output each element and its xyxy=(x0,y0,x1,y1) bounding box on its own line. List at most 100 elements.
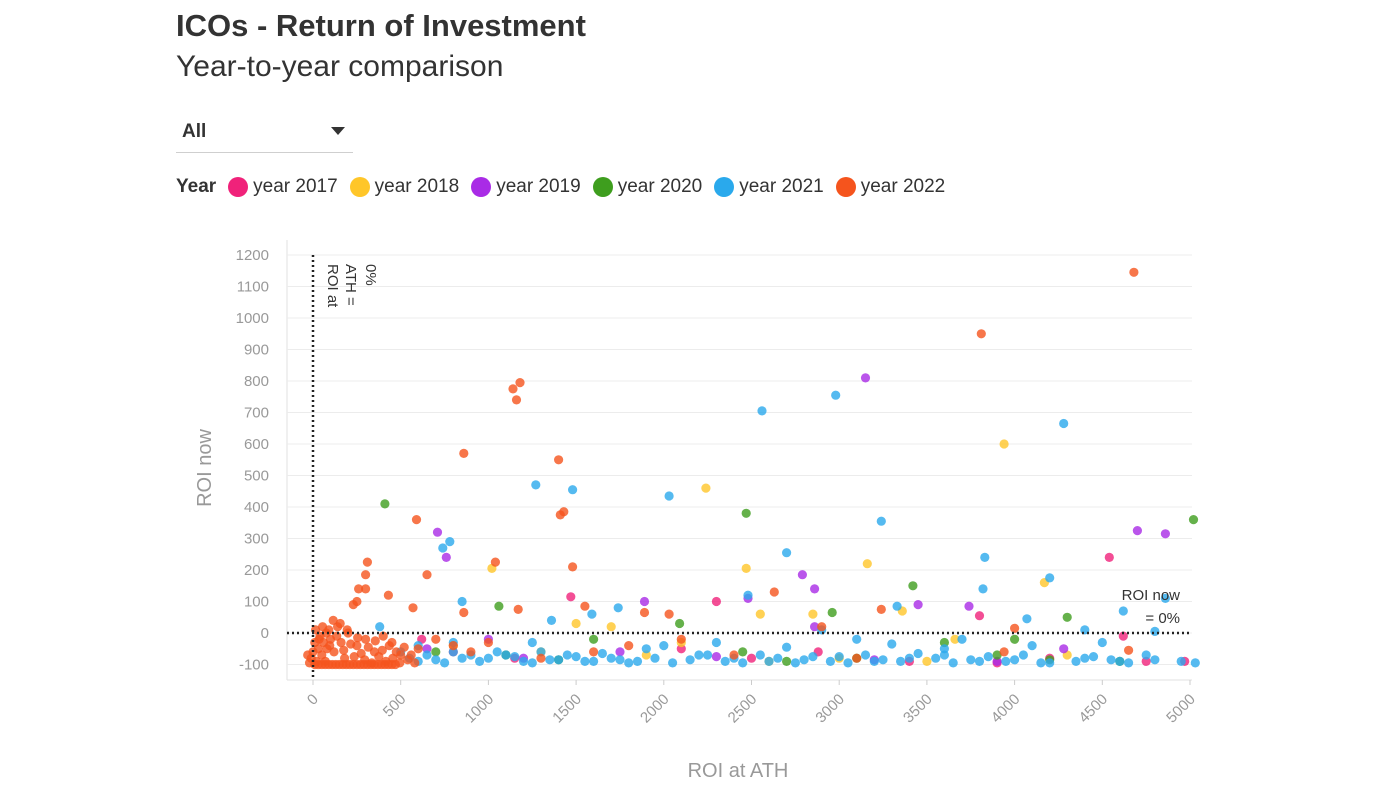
data-point xyxy=(878,655,888,665)
data-point xyxy=(346,639,356,649)
legend-item-2019[interactable]: year 2019 xyxy=(471,176,581,198)
legend-label-2017: year 2017 xyxy=(253,176,338,197)
data-point xyxy=(992,656,1002,667)
data-point xyxy=(390,659,400,670)
data-point xyxy=(1018,650,1028,660)
data-point xyxy=(1132,526,1142,536)
data-point xyxy=(825,656,836,667)
x-tick-label: 4500 xyxy=(1076,691,1112,727)
data-point xyxy=(1160,529,1170,539)
data-point xyxy=(892,601,902,611)
data-point xyxy=(999,439,1009,449)
data-point xyxy=(782,642,792,652)
data-point xyxy=(431,655,441,665)
data-point xyxy=(448,647,458,657)
data-point xyxy=(810,622,820,632)
data-point xyxy=(580,601,590,611)
data-point xyxy=(676,644,686,654)
data-point xyxy=(589,656,599,667)
year-filter-dropdown[interactable]: All xyxy=(176,114,353,153)
data-point xyxy=(755,650,765,660)
data-point xyxy=(1010,655,1020,665)
data-point xyxy=(383,590,393,600)
data-point xyxy=(380,499,390,509)
data-point xyxy=(348,600,358,610)
data-point xyxy=(554,455,564,465)
y-tick-label: 900 xyxy=(244,342,269,359)
data-point xyxy=(1188,515,1199,525)
data-point xyxy=(1129,267,1139,277)
legend-title: Year xyxy=(176,176,217,197)
data-point xyxy=(441,552,451,563)
data-point xyxy=(624,641,634,651)
data-point xyxy=(597,648,608,659)
data-point xyxy=(361,584,371,594)
data-point xyxy=(384,641,394,651)
data-point xyxy=(799,655,809,665)
chart-title: ICOs - Return of Investment xyxy=(176,8,586,43)
data-point xyxy=(757,406,767,416)
data-point xyxy=(615,655,625,665)
data-point xyxy=(852,634,862,644)
data-point xyxy=(738,658,748,668)
data-point xyxy=(1190,658,1200,668)
data-point xyxy=(966,655,976,665)
data-point xyxy=(843,658,853,668)
data-point xyxy=(746,653,757,663)
legend-item-2018[interactable]: year 2018 xyxy=(349,176,460,198)
data-point xyxy=(939,644,950,654)
data-point xyxy=(964,601,974,611)
data-point xyxy=(410,658,420,668)
data-point xyxy=(782,548,792,558)
y-tick-label: 1100 xyxy=(237,279,269,296)
y-tick-label: 1200 xyxy=(236,247,269,264)
data-point xyxy=(483,653,493,663)
data-point xyxy=(908,581,918,591)
data-point xyxy=(445,537,455,547)
data-point xyxy=(974,656,985,667)
annotation-roi-ath-line1: ROI at xyxy=(324,264,341,308)
legend-item-2021[interactable]: year 2021 xyxy=(714,176,824,198)
data-point xyxy=(1118,631,1128,641)
data-point xyxy=(431,634,441,644)
data-point xyxy=(546,615,557,626)
legend-item-2017[interactable]: year 2017 xyxy=(228,176,338,198)
data-point xyxy=(701,483,711,493)
data-point xyxy=(440,658,450,668)
data-point xyxy=(438,543,448,553)
data-point xyxy=(831,390,841,400)
data-point xyxy=(339,645,349,655)
data-point xyxy=(303,650,313,660)
legend: Year year 2017 year 2018 year 2019 year … xyxy=(176,176,957,198)
data-point xyxy=(957,634,967,644)
legend-item-2020[interactable]: year 2020 xyxy=(592,176,702,198)
legend-label-2018: year 2018 xyxy=(374,176,460,197)
y-tick-label: 600 xyxy=(244,436,269,453)
data-point xyxy=(354,584,364,594)
data-point xyxy=(711,637,722,648)
data-point xyxy=(624,658,634,668)
legend-dot-2017 xyxy=(228,177,249,197)
data-point xyxy=(353,633,363,643)
data-point xyxy=(568,562,578,572)
data-point xyxy=(431,647,441,657)
legend-dot-2020 xyxy=(592,177,613,197)
data-point xyxy=(1059,644,1069,654)
y-tick-label: 800 xyxy=(244,373,269,390)
data-point xyxy=(457,653,467,663)
data-point xyxy=(641,644,651,654)
data-point xyxy=(587,609,597,619)
x-axis-title: ROI at ATH xyxy=(688,760,789,782)
data-point xyxy=(904,653,915,663)
data-point xyxy=(361,570,371,580)
data-point xyxy=(466,647,476,657)
data-point xyxy=(328,615,338,626)
x-tick-label: 1500 xyxy=(549,691,585,727)
legend-item-2022[interactable]: year 2022 xyxy=(835,176,945,198)
data-point xyxy=(834,652,844,662)
data-point xyxy=(545,655,555,665)
data-point xyxy=(639,607,650,618)
data-point xyxy=(1141,650,1151,660)
x-tick-label: 2000 xyxy=(637,691,673,727)
data-point xyxy=(399,642,409,652)
